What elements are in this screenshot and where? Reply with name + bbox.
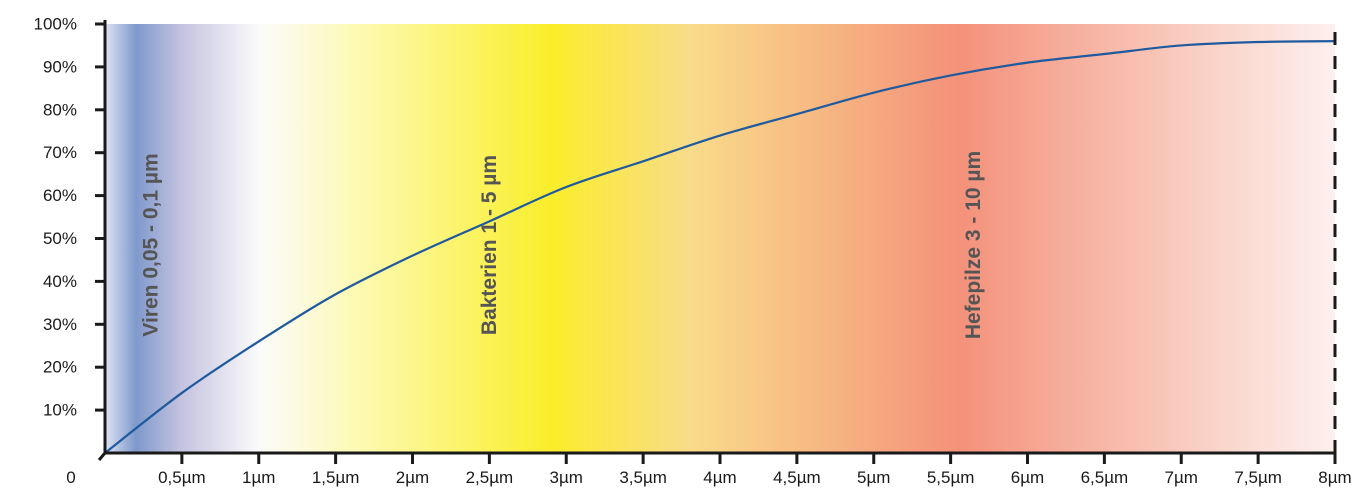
x-tick-label: 2µm bbox=[396, 468, 429, 487]
x-tick-label: 4,5µm bbox=[773, 468, 821, 487]
x-tick-label: 7,5µm bbox=[1234, 468, 1282, 487]
x-tick-label: 0,5µm bbox=[158, 468, 206, 487]
series-line bbox=[104, 40, 1336, 454]
x-tick-label: 1,5µm bbox=[312, 468, 360, 487]
x-tick-label: 3µm bbox=[550, 468, 583, 487]
y-tick-label: 20% bbox=[43, 358, 77, 377]
y-tick-label: 40% bbox=[43, 272, 77, 291]
x-tick-label: 8µm bbox=[1318, 468, 1351, 487]
x-tick-label: 2,5µm bbox=[466, 468, 514, 487]
x-tick-label: 6,5µm bbox=[1081, 468, 1129, 487]
x-tick-label: 1µm bbox=[242, 468, 275, 487]
y-tick-label: 100% bbox=[34, 15, 77, 34]
x-tick-label: 4µm bbox=[703, 468, 736, 487]
origin-mark bbox=[97, 452, 107, 461]
origin-label: 0 bbox=[66, 468, 75, 487]
plot-background bbox=[105, 24, 1335, 453]
y-tick-label: 10% bbox=[43, 401, 77, 420]
y-tick-label: 80% bbox=[43, 100, 77, 119]
y-tick-label: 90% bbox=[43, 57, 77, 76]
y-tick-label: 30% bbox=[43, 315, 77, 334]
x-tick-label: 6µm bbox=[1011, 468, 1044, 487]
band-label: Hefepilze 3 - 10 µm bbox=[962, 151, 985, 339]
y-tick-label: 50% bbox=[43, 229, 77, 248]
x-tick-label: 5µm bbox=[857, 468, 890, 487]
x-tick-label: 3,5µm bbox=[619, 468, 667, 487]
x-tick-label: 5,5µm bbox=[927, 468, 975, 487]
x-tick-label: 7µm bbox=[1165, 468, 1198, 487]
y-tick-label: 70% bbox=[43, 143, 77, 162]
band-label: Viren 0,05 - 0,1 µm bbox=[140, 153, 163, 336]
y-tick-label: 60% bbox=[43, 186, 77, 205]
band-label: Bakterien 1 - 5 µm bbox=[478, 155, 501, 335]
